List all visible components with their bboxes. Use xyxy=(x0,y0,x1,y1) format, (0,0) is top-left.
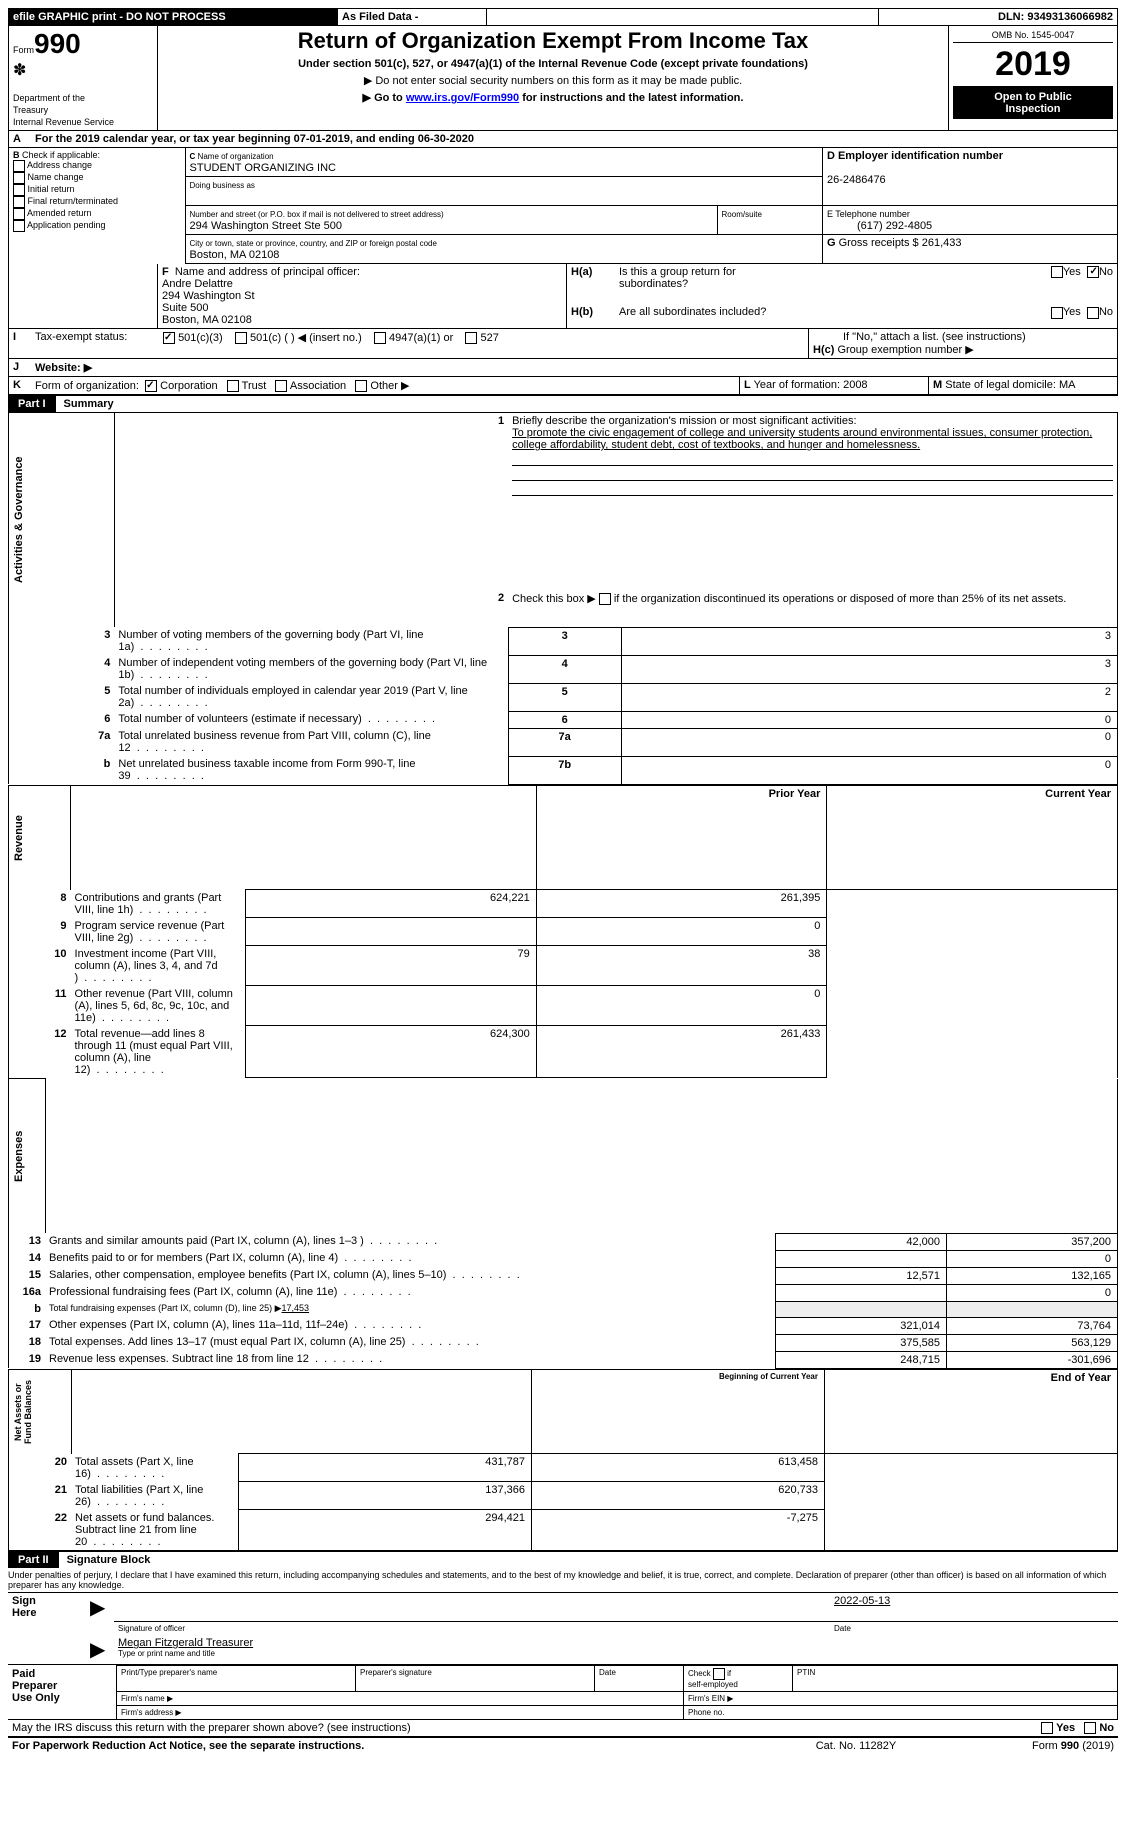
sign-date: 2022-05-13 xyxy=(830,1593,1118,1622)
part2-header: Part II Signature Block xyxy=(8,1552,1118,1568)
form-number: 990 xyxy=(34,28,81,59)
box-g: G Gross receipts $ 261,433 xyxy=(822,235,1117,264)
mission-text: To promote the civic engagement of colle… xyxy=(512,427,1092,451)
section-expenses: Expenses xyxy=(13,1081,25,1231)
form-title: Return of Organization Exempt From Incom… xyxy=(162,28,944,54)
identification-block: B Check if applicable: Address change Na… xyxy=(8,148,1118,264)
irs-yes[interactable] xyxy=(1041,1722,1053,1734)
box-e: E Telephone number (617) 292-4805 xyxy=(822,206,1117,235)
section-netassets: Net Assets or Fund Balances xyxy=(13,1372,33,1452)
org-street: 294 Washington Street Ste 500 xyxy=(190,220,342,232)
tax-period: For the 2019 calendar year, or tax year … xyxy=(31,131,1118,148)
hb-no-checkbox[interactable] xyxy=(1087,307,1099,319)
org-name: STUDENT ORGANIZING INC xyxy=(190,162,336,174)
officer-name: Megan Fitzgerald Treasurer xyxy=(118,1637,1114,1649)
tax-exempt-status: 501(c)(3) 501(c) ( ) ◀ (insert no.) 4947… xyxy=(159,329,809,359)
hb-yes-checkbox[interactable] xyxy=(1051,307,1063,319)
efile-label: efile GRAPHIC print - DO NOT PROCESS xyxy=(9,9,338,26)
dln: DLN: 93493136066982 xyxy=(879,9,1118,26)
top-bar: efile GRAPHIC print - DO NOT PROCESS As … xyxy=(8,8,1118,26)
box-f: F Name and address of principal officer:… xyxy=(158,264,567,329)
box-d: D Employer identification number 26-2486… xyxy=(822,148,1117,206)
section-revenue: Revenue xyxy=(13,788,25,888)
ha-no-checkbox[interactable] xyxy=(1087,266,1099,278)
part1-header: Part I Summary xyxy=(8,396,1118,413)
section-activities: Activities & Governance xyxy=(13,415,25,625)
tax-year: 2019 xyxy=(953,43,1113,87)
form-header: Form990 ✽ Department of the Treasury Int… xyxy=(8,26,1118,131)
irs-link[interactable]: www.irs.gov/Form990 xyxy=(406,92,519,104)
paid-preparer: PaidPreparerUse Only Print/Type preparer… xyxy=(8,1665,1118,1720)
as-filed: As Filed Data - xyxy=(338,9,487,26)
sign-here-label: SignHere xyxy=(8,1593,86,1636)
org-city: Boston, MA 02108 xyxy=(190,249,280,261)
website-row: Website: ▶ xyxy=(31,359,1118,377)
declaration-text: Under penalties of perjury, I declare th… xyxy=(8,1568,1118,1593)
ha-yes-checkbox[interactable] xyxy=(1051,266,1063,278)
irs-no[interactable] xyxy=(1084,1722,1096,1734)
box-b: B Check if applicable: Address change Na… xyxy=(9,148,186,264)
